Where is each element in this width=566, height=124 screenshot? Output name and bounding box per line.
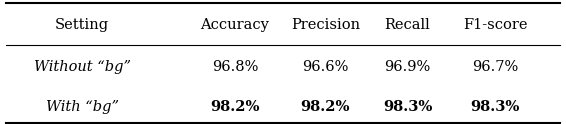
Text: With “bg”: With “bg” <box>46 100 118 114</box>
Text: 96.7%: 96.7% <box>472 60 518 74</box>
Text: 96.6%: 96.6% <box>302 60 349 74</box>
Text: 96.9%: 96.9% <box>384 60 431 74</box>
Text: Setting: Setting <box>55 18 109 32</box>
Text: Recall: Recall <box>385 18 430 32</box>
Text: F1-score: F1-score <box>463 18 528 32</box>
Text: 98.2%: 98.2% <box>301 100 350 114</box>
Text: Precision: Precision <box>291 18 360 32</box>
Text: 96.8%: 96.8% <box>212 60 258 74</box>
Text: 98.3%: 98.3% <box>470 100 520 114</box>
Text: Accuracy: Accuracy <box>200 18 269 32</box>
Text: Without “bg”: Without “bg” <box>33 60 131 74</box>
Text: 98.3%: 98.3% <box>383 100 432 114</box>
Text: 98.2%: 98.2% <box>210 100 260 114</box>
